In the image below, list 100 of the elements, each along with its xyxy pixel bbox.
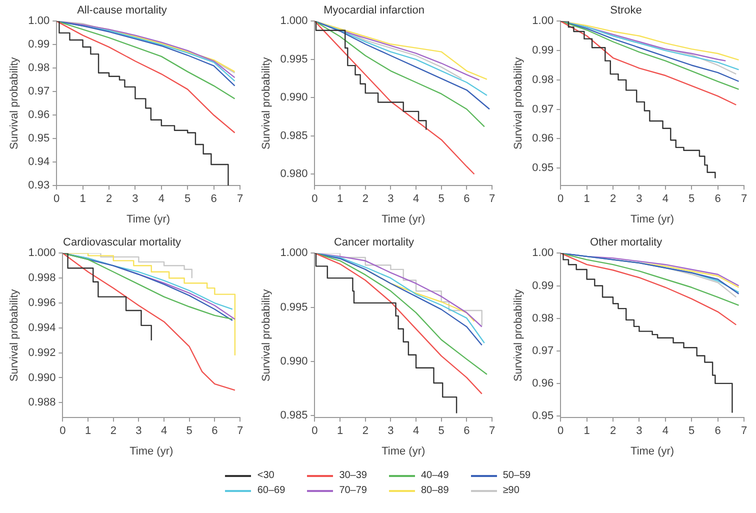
x-tick-label: 7 xyxy=(740,425,748,438)
x-tick-label: 4 xyxy=(412,193,420,206)
legend-label: 30–39 xyxy=(339,470,367,481)
x-tick-label: 2 xyxy=(106,193,112,206)
x-tick-label: 5 xyxy=(688,425,695,438)
y-tick-label: 0.99 xyxy=(532,44,554,57)
y-tick-label: 0.95 xyxy=(532,162,554,174)
y-tick-label: 0.990 xyxy=(280,355,308,368)
x-tick-label: 4 xyxy=(662,193,668,206)
x-tick-label: 2 xyxy=(362,425,368,438)
x-tick-label: 6 xyxy=(464,193,470,206)
legend-label: 80–89 xyxy=(421,485,449,496)
y-tick-label: 0.98 xyxy=(532,74,554,86)
chart-title: Stroke xyxy=(610,4,642,17)
x-tick-label: 3 xyxy=(132,193,138,206)
x-tick-label: 1 xyxy=(336,425,344,438)
x-tick-label: 2 xyxy=(362,193,368,206)
y-tick-label: 0.990 xyxy=(28,372,56,384)
y-tick-label: 0.97 xyxy=(28,86,50,98)
x-tick-label: 6 xyxy=(212,425,218,438)
x-axis-title: Time (yr) xyxy=(382,445,426,458)
y-tick-label: 0.992 xyxy=(28,346,56,359)
y-tick-label: 0.97 xyxy=(532,344,554,357)
y-tick-label: 0.96 xyxy=(532,377,554,390)
x-tick-label: 4 xyxy=(412,425,420,438)
y-axis-title: Survival probability xyxy=(260,288,273,382)
x-tick-label: 1 xyxy=(584,193,590,206)
x-tick-label: 0 xyxy=(312,193,318,206)
x-tick-label: 4 xyxy=(160,425,168,438)
x-tick-label: 6 xyxy=(714,425,721,438)
x-axis-title: Time (yr) xyxy=(630,445,674,458)
x-axis-title: Time (yr) xyxy=(126,213,170,226)
x-tick-label: 3 xyxy=(636,425,642,438)
y-tick-label: 0.94 xyxy=(28,156,50,168)
legend-label: ≥90 xyxy=(502,485,520,496)
y-tick-label: 0.98 xyxy=(532,312,554,324)
x-tick-label: 5 xyxy=(688,193,695,206)
x-tick-label: 5 xyxy=(438,193,444,206)
chart-title: Cardiovascular mortality xyxy=(63,236,182,249)
x-tick-label: 3 xyxy=(388,193,394,206)
chart-title: Other mortality xyxy=(590,236,663,249)
legend-label: 70–79 xyxy=(339,485,367,496)
x-tick-label: 0 xyxy=(558,193,564,206)
y-tick-label: 0.995 xyxy=(280,53,308,66)
y-axis-title: Survival probability xyxy=(8,288,21,382)
x-tick-label: 1 xyxy=(84,425,92,438)
x-tick-label: 0 xyxy=(312,425,318,438)
x-tick-label: 6 xyxy=(464,425,470,438)
legend-label: 40–49 xyxy=(421,470,449,481)
y-tick-label: 0.98 xyxy=(28,62,50,74)
y-tick-label: 0.99 xyxy=(532,280,554,292)
y-tick-label: 1.000 xyxy=(28,247,56,260)
x-tick-label: 2 xyxy=(110,425,116,438)
y-tick-label: 0.985 xyxy=(280,130,308,142)
x-tick-label: 5 xyxy=(184,193,191,206)
y-axis-title: Survival probability xyxy=(260,56,273,150)
y-tick-label: 1.00 xyxy=(532,247,554,260)
legend-label: <30 xyxy=(257,470,274,481)
y-tick-label: 0.96 xyxy=(28,109,50,122)
chart-title: All-cause mortality xyxy=(77,4,168,17)
x-tick-label: 6 xyxy=(714,193,721,206)
y-tick-label: 0.990 xyxy=(280,92,308,104)
x-tick-label: 1 xyxy=(80,193,86,206)
chart-title: Cancer mortality xyxy=(334,236,415,249)
y-tick-label: 1.00 xyxy=(28,15,50,28)
y-tick-label: 0.995 xyxy=(280,301,308,314)
x-tick-label: 7 xyxy=(488,193,496,206)
x-axis-title: Time (yr) xyxy=(630,213,674,226)
chart-title: Myocardial infarction xyxy=(324,4,424,17)
y-tick-label: 0.95 xyxy=(532,410,554,422)
x-tick-label: 0 xyxy=(60,425,66,438)
y-tick-label: 0.99 xyxy=(28,38,50,51)
legend-label: 60–69 xyxy=(257,485,286,496)
x-tick-label: 3 xyxy=(136,425,142,438)
x-axis-title: Time (yr) xyxy=(130,445,174,458)
y-tick-label: 0.93 xyxy=(28,180,50,192)
x-tick-label: 1 xyxy=(336,193,344,206)
y-tick-label: 1.000 xyxy=(280,247,308,260)
x-tick-label: 7 xyxy=(488,425,496,438)
y-tick-label: 0.985 xyxy=(280,409,308,422)
x-tick-label: 2 xyxy=(610,425,616,438)
x-axis-title: Time (yr) xyxy=(382,213,426,226)
x-tick-label: 5 xyxy=(438,425,444,438)
y-tick-label: 0.97 xyxy=(532,103,554,116)
x-tick-label: 0 xyxy=(558,425,564,438)
y-tick-label: 0.994 xyxy=(28,322,56,334)
x-tick-label: 5 xyxy=(186,425,192,438)
y-tick-label: 0.988 xyxy=(28,396,56,409)
x-tick-label: 6 xyxy=(210,193,217,206)
y-tick-label: 1.000 xyxy=(280,15,308,28)
x-tick-label: 3 xyxy=(388,425,394,438)
x-tick-label: 3 xyxy=(636,193,642,206)
x-tick-label: 0 xyxy=(54,193,60,206)
x-tick-label: 7 xyxy=(236,425,244,438)
y-axis-title: Survival probability xyxy=(512,56,525,150)
x-tick-label: 4 xyxy=(158,193,164,206)
y-tick-label: 0.96 xyxy=(532,132,554,145)
y-tick-label: 0.998 xyxy=(28,272,56,284)
y-axis-title: Survival probability xyxy=(8,56,21,150)
y-axis-title: Survival probability xyxy=(512,288,525,382)
